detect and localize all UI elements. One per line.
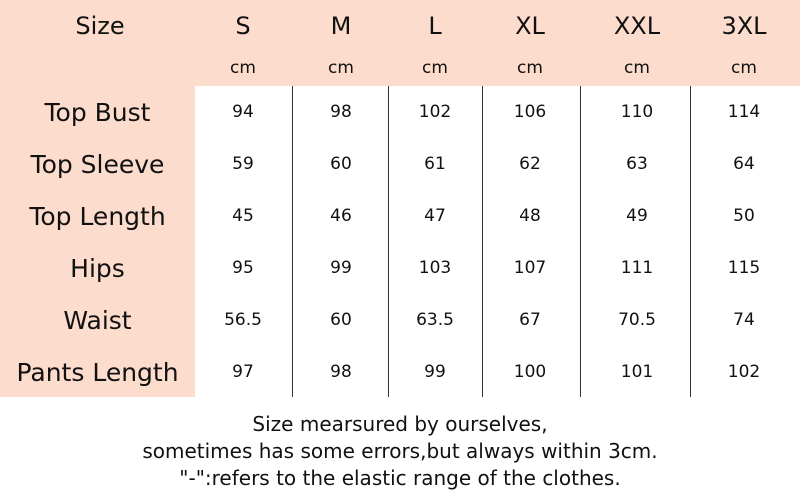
value-cell: 101 [620, 362, 654, 382]
header-cell: 3XL [721, 12, 767, 40]
header-cell: XL [515, 12, 545, 40]
value-cell: 59 [232, 154, 254, 174]
value-cell: 95 [232, 258, 254, 278]
unit-cell: cm [230, 58, 256, 78]
column-divider [388, 86, 389, 397]
value-cell: 115 [727, 258, 761, 278]
value-cell: 49 [626, 206, 648, 226]
unit-cell: cm [731, 58, 757, 78]
value-cell: 48 [519, 206, 541, 226]
value-cell: 100 [513, 362, 547, 382]
note-line: Size mearsured by ourselves, [252, 412, 548, 436]
note-line: sometimes has some errors,but always wit… [142, 439, 658, 463]
value-cell: 103 [418, 258, 452, 278]
unit-cell: cm [328, 58, 354, 78]
column-divider [482, 86, 483, 397]
value-cell: 50 [733, 206, 755, 226]
header-cell: S [235, 12, 251, 40]
header-cell: XXL [613, 12, 661, 40]
value-cell: 114 [727, 102, 761, 122]
value-cell: 63 [626, 154, 648, 174]
header-cell: Size [75, 12, 125, 40]
value-cell: 45 [232, 206, 254, 226]
value-cell: 99 [424, 362, 446, 382]
value-cell: 70.5 [618, 310, 656, 330]
value-cell: 64 [733, 154, 755, 174]
header-cell: L [428, 12, 442, 40]
unit-cell: cm [422, 58, 448, 78]
value-cell: 99 [330, 258, 352, 278]
value-cell: 62 [519, 154, 541, 174]
row-label: Top Length [29, 201, 166, 231]
value-cell: 98 [330, 102, 352, 122]
column-divider [580, 86, 581, 397]
note-line: "-":refers to the elastic range of the c… [179, 466, 621, 490]
value-cell: 60 [330, 310, 352, 330]
value-cell: 111 [620, 258, 654, 278]
value-cell: 102 [727, 362, 761, 382]
row-label: Top Bust [44, 97, 151, 127]
value-cell: 60 [330, 154, 352, 174]
column-divider [690, 86, 691, 397]
value-cell: 102 [418, 102, 452, 122]
value-cell: 46 [330, 206, 352, 226]
value-cell: 94 [232, 102, 254, 122]
unit-cell: cm [624, 58, 650, 78]
value-cell: 56.5 [224, 310, 262, 330]
header-cell: M [330, 12, 352, 40]
value-cell: 110 [620, 102, 654, 122]
value-cell: 47 [424, 206, 446, 226]
value-cell: 97 [232, 362, 254, 382]
header-background [0, 0, 800, 86]
value-cell: 67 [519, 310, 541, 330]
value-cell: 106 [513, 102, 547, 122]
value-cell: 107 [513, 258, 547, 278]
value-cell: 74 [733, 310, 755, 330]
value-cell: 61 [424, 154, 446, 174]
value-cell: 63.5 [416, 310, 454, 330]
row-label: Hips [70, 253, 125, 283]
label-column-background [0, 86, 195, 397]
row-label: Top Sleeve [30, 149, 165, 179]
value-cell: 98 [330, 362, 352, 382]
row-label: Pants Length [16, 357, 179, 387]
column-divider [292, 86, 293, 397]
unit-cell: cm [517, 58, 543, 78]
row-label: Waist [63, 305, 132, 335]
